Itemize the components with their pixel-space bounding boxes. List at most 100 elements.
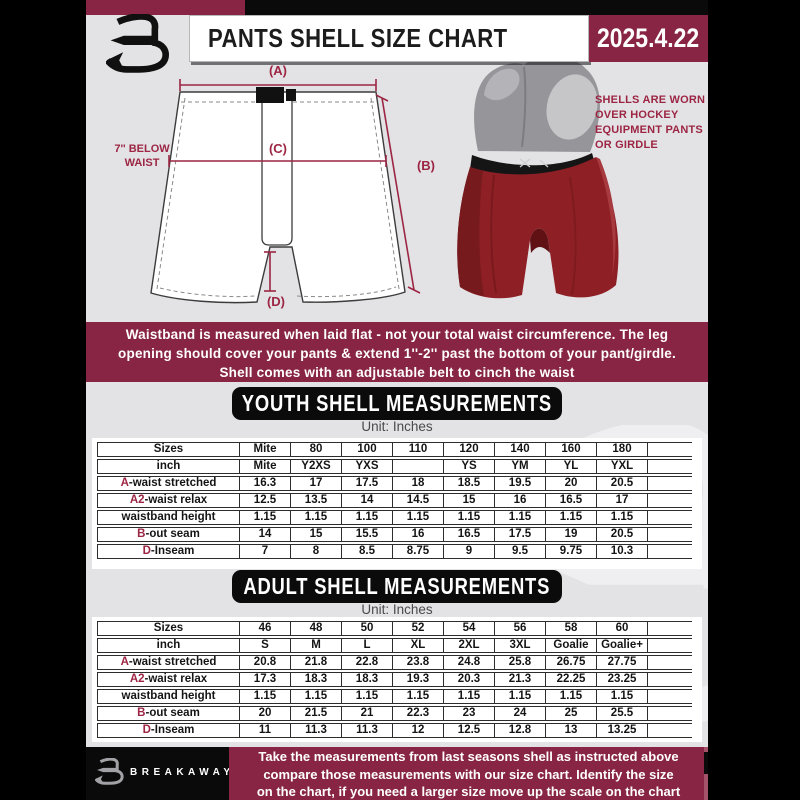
brand-name: BREAKAWAY	[130, 767, 235, 778]
cell-value: 1.15	[341, 510, 392, 525]
cell-value: 16.5	[545, 493, 596, 508]
cell-value: 52	[392, 621, 443, 636]
row-label: D-Inseam	[97, 723, 239, 738]
cell-value: 180	[596, 442, 647, 457]
adult-unit-label: Unit: Inches	[361, 602, 433, 617]
adult-table-panel: Sizes 46 48 50 52 54 56 58 60 inch S M L XL 2XL 3XL Goal…	[92, 617, 702, 742]
cell-value: 15	[290, 527, 341, 542]
table-row: inch S M L XL 2XL 3XL Goalie Goalie+	[97, 638, 692, 653]
cell-value: 16.3	[239, 476, 290, 491]
cell-value: 14	[239, 527, 290, 542]
row-label: A-waist stretched	[97, 476, 239, 491]
cell-empty	[647, 544, 692, 559]
cell-value: 10.3	[596, 544, 647, 559]
cell-value: 1.15	[239, 510, 290, 525]
table-row: waistband height 1.15 1.15 1.15 1.15 1.15 1.15…	[97, 689, 692, 704]
cell-value: 24	[494, 706, 545, 721]
table-row: A-waist stretched 16.3 17 17.5 18 18.5 19.5 20 2…	[97, 476, 692, 491]
cell-value: 1.15	[443, 689, 494, 704]
row-label: inch	[97, 459, 239, 474]
cell-value: 54	[443, 621, 494, 636]
table-row: B-out seam 14 15 15.5 16 16.5 17.5 19 20.5	[97, 527, 692, 542]
cell-value: 13.25	[596, 723, 647, 738]
photo-caption: SHELLS ARE WORN OVER HOCKEY EQUIPMENT PA…	[595, 94, 706, 151]
footer-instructions: Take the measurements from last seasons …	[229, 747, 708, 800]
cell-value: 58	[545, 621, 596, 636]
cell-value: 17.5	[494, 527, 545, 542]
cell-empty	[647, 672, 692, 687]
date-badge: 2025.4.22	[589, 15, 708, 62]
cell-value: 25	[545, 706, 596, 721]
row-label: waistband height	[97, 689, 239, 704]
adult-size-table: Sizes 46 48 50 52 54 56 58 60 inch S M L XL 2XL 3XL Goal…	[97, 619, 692, 740]
measure-letter: A2	[129, 673, 145, 685]
cell-value: 7	[239, 544, 290, 559]
table-row: Sizes 46 48 50 52 54 56 58 60	[97, 621, 692, 636]
breakaway-logo-icon	[95, 758, 125, 788]
cell-value: 18.3	[290, 672, 341, 687]
cell-value: 19	[545, 527, 596, 542]
cell-value: 25.5	[596, 706, 647, 721]
cell-empty	[647, 621, 692, 636]
cell-value: 20.5	[596, 527, 647, 542]
cell-value: 17.5	[341, 476, 392, 491]
cell-value: 1.15	[290, 689, 341, 704]
row-label: B-out seam	[97, 706, 239, 721]
cell-empty	[647, 476, 692, 491]
cell-value: YXS	[341, 459, 392, 474]
document-page: PANTS SHELL SIZE CHART 2025.4.22 (A)	[86, 0, 708, 800]
cell-value: L	[341, 638, 392, 653]
table-row: D-Inseam 11 11.3 11.3 12 12.5 12.8 13 13.25	[97, 723, 692, 738]
header-black-strip	[245, 0, 708, 15]
cell-value: 14	[341, 493, 392, 508]
label-a: (A)	[269, 63, 287, 78]
youth-unit-label: Unit: Inches	[361, 419, 433, 434]
cell-value: 23.8	[392, 655, 443, 670]
cell-value: 21	[341, 706, 392, 721]
footer-brand-box: BREAKAWAY	[86, 747, 230, 800]
cell-empty	[647, 527, 692, 542]
title-bar: PANTS SHELL SIZE CHART	[189, 15, 589, 62]
cell-value: 17	[596, 493, 647, 508]
cell-value: Goalie+	[596, 638, 647, 653]
row-label: A-waist stretched	[97, 655, 239, 670]
youth-size-table: Sizes Mite 80 100 110 120 140 160 180 inch Mite Y2X…	[97, 440, 692, 561]
cell-value: 1.15	[392, 510, 443, 525]
header-maroon-strip	[86, 0, 245, 15]
row-label: Sizes	[97, 442, 239, 457]
cell-value: 1.15	[443, 510, 494, 525]
cell-value: YM	[494, 459, 545, 474]
cell-value: 1.15	[494, 689, 545, 704]
cell-value: 8.5	[341, 544, 392, 559]
cell-empty	[647, 459, 692, 474]
cell-value: 1.15	[494, 510, 545, 525]
measurement-instructions-banner: Waistband is measured when laid flat - n…	[86, 322, 708, 382]
label-d: (D)	[267, 294, 285, 309]
cell-value: Mite	[239, 442, 290, 457]
hockey-pants-photo	[457, 58, 619, 299]
cell-value: 9.5	[494, 544, 545, 559]
cell-value: 17.3	[239, 672, 290, 687]
cell-empty	[647, 655, 692, 670]
cell-value: 12.8	[494, 723, 545, 738]
below-waist-note: 7'' BELOW WAIST	[114, 143, 170, 169]
cell-value: 26.75	[545, 655, 596, 670]
measure-letter: D	[142, 724, 151, 736]
cell-value: 17	[290, 476, 341, 491]
measure-letter: B	[137, 707, 146, 719]
youth-table-panel: Sizes Mite 80 100 110 120 140 160 180 inch Mite Y2X…	[92, 438, 702, 569]
cell-value: 24.8	[443, 655, 494, 670]
cell-value: 11.3	[290, 723, 341, 738]
cell-value: 1.15	[596, 510, 647, 525]
cell-value: 100	[341, 442, 392, 457]
cell-value: 19.3	[392, 672, 443, 687]
table-row: A2-waist relax 12.5 13.5 14 14.5 15 16 16.5 17	[97, 493, 692, 508]
cell-value: 13.5	[290, 493, 341, 508]
row-label: inch	[97, 638, 239, 653]
cell-value: 1.15	[596, 689, 647, 704]
cell-value: 1.15	[290, 510, 341, 525]
measure-letter: A	[120, 477, 129, 489]
cell-empty	[647, 638, 692, 653]
measure-letter: A2	[129, 494, 145, 506]
